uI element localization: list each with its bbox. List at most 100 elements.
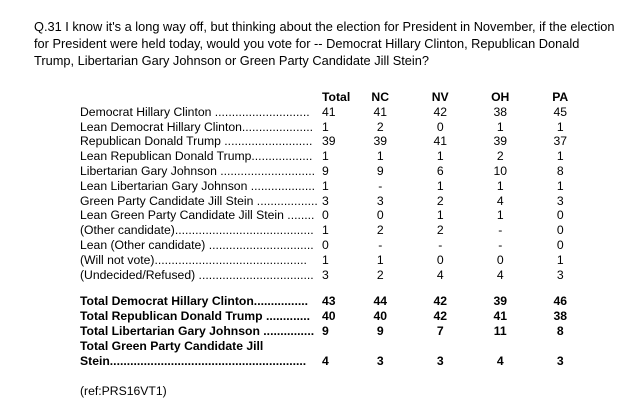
cell-total: 1 [322,149,329,164]
totals-body: Total Democrat Hillary Clinton..........… [80,282,590,368]
cell-oh: 10 [493,163,507,178]
cell-nc: 2 [376,223,384,238]
cell-total: 0 [322,208,329,223]
cell-total: 43 [322,294,336,309]
row-label: Republican Donald Trump ................… [80,134,313,149]
cell-pa: 3 [556,353,564,368]
cell-pa: 45 [553,104,567,119]
total-row-label-line: Total Green Party Candidate Jill [80,339,590,354]
cell-nc: 1 [376,149,384,164]
cell-nv: 6 [436,163,444,178]
cell-total: 39 [322,134,336,149]
table-body: Democrat Hillary Clinton ...............… [80,105,590,283]
cell-nv: 7 [436,323,444,338]
cell-nc: 40 [373,309,387,324]
total-row: Stein...................................… [80,354,590,369]
cell-pa: 1 [556,178,564,193]
cell-total: 9 [322,323,329,338]
cell-oh: 4 [496,267,504,282]
cell-nc: 2 [376,119,384,134]
table-row: Lean Green Party Candidate Jill Stein ..… [80,208,590,223]
table-row: (Other candidate).......................… [80,223,590,238]
cell-total: 0 [322,237,329,252]
empty-cell [320,339,350,354]
table-row: Libertarian Gary Johnson ...............… [80,164,590,179]
row-label-line1: Total Green Party Candidate Jill [80,338,264,353]
cell-nv: 41 [433,134,447,149]
cell-pa: 0 [556,223,564,238]
row-label: Lean Republican Donald Trump............… [80,149,313,164]
empty-cell [410,339,470,354]
cell-nc: 39 [373,134,387,149]
header-label-spacer [80,90,320,105]
cell-nv: 3 [436,353,444,368]
cell-nv: 4 [436,267,444,282]
cell-nc: 1 [376,252,384,267]
cell-oh: 11 [493,323,507,338]
cell-oh: 0 [496,252,504,267]
cell-nv: 1 [436,208,444,223]
spacer-cell [80,282,590,294]
cell-oh: 4 [496,193,504,208]
table-row: Lean Libertarian Gary Johnson ..........… [80,179,590,194]
cell-pa: 8 [556,323,564,338]
cell-oh: 1 [496,178,504,193]
table-row: Lean Republican Donald Trump............… [80,149,590,164]
cell-pa: 1 [556,252,564,267]
cell-nc: 44 [373,294,387,309]
cell-pa: 1 [556,149,564,164]
header-nv: NV [431,90,449,104]
cell-oh: 2 [496,149,504,164]
cell-oh: - [498,223,503,238]
cell-nv: 0 [436,119,444,134]
cell-nv: 0 [436,252,444,267]
row-label: Lean Libertarian Gary Johnson ..........… [80,178,316,193]
table-row: (Undecided/Refused) ....................… [80,268,590,283]
cell-total: 1 [322,178,329,193]
reference-code: (ref:PRS16VT1) [80,384,167,398]
cell-nc: 3 [376,353,384,368]
cell-nc: - [378,237,383,252]
table-row: Green Party Candidate Jill Stein .......… [80,194,590,209]
cell-nc: 9 [376,323,384,338]
cell-pa: 3 [556,193,564,208]
cell-nv: 1 [436,178,444,193]
spacer-row [80,282,590,294]
row-label: Total Libertarian Gary Johnson .........… [80,323,315,338]
cell-oh: 38 [493,104,507,119]
empty-cell [470,339,530,354]
row-label: (Other candidate).......................… [80,223,314,238]
cell-total: 4 [322,353,329,368]
cell-nc: 2 [376,267,384,282]
row-label: Lean (Other candidate) .................… [80,237,314,252]
cell-pa: 38 [553,309,567,324]
header-pa: PA [552,90,569,104]
header-total: Total [322,90,351,104]
total-row: Total Republican Donald Trump ..........… [80,309,590,324]
row-label: Green Party Candidate Jill Stein .......… [80,193,318,208]
table-row: Lean (Other candidate) .................… [80,238,590,253]
table-row: Lean Democrat Hillary Clinton...........… [80,120,590,135]
cell-nv: 42 [433,104,447,119]
row-label: Libertarian Gary Johnson ...............… [80,163,316,178]
cell-total: 1 [322,252,329,267]
row-label: (Will not vote).........................… [80,252,307,267]
cell-total: 9 [322,163,329,178]
cell-nv: 1 [436,149,444,164]
header-nc: NC [371,90,390,104]
row-label: Lean Democrat Hillary Clinton...........… [80,119,313,134]
cell-total: 1 [322,223,329,238]
cell-pa: 46 [553,294,567,309]
cell-pa: 0 [556,208,564,223]
cell-oh: 4 [496,353,504,368]
cell-pa: 8 [556,163,564,178]
table-row: (Will not vote).........................… [80,253,590,268]
cell-total: 40 [322,309,336,324]
cell-nv: 2 [436,193,444,208]
cell-oh: 1 [496,208,504,223]
row-label: Total Democrat Hillary Clinton..........… [80,294,308,309]
question-text: Q.31 I know it's a long way off, but thi… [34,19,615,68]
header-oh: OH [491,90,510,104]
row-label: Lean Green Party Candidate Jill Stein ..… [80,208,315,223]
cell-total: 41 [322,104,336,119]
